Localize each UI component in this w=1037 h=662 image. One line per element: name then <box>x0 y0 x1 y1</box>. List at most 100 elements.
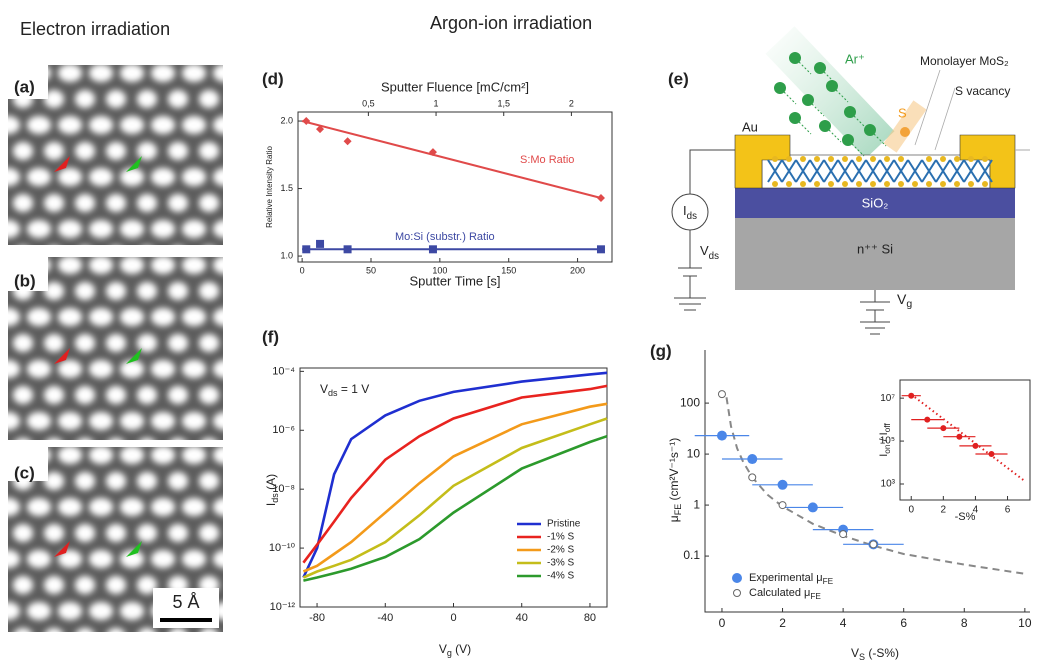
atom <box>8 550 20 568</box>
arrow <box>126 156 142 172</box>
ion-trail <box>828 129 842 143</box>
atom <box>213 550 223 568</box>
atom <box>120 257 144 274</box>
series-line <box>910 393 1025 481</box>
atom <box>75 90 95 108</box>
marker <box>316 239 325 248</box>
arrow <box>54 348 70 364</box>
text-part: I <box>878 454 890 457</box>
ion <box>802 94 814 106</box>
atom <box>44 142 64 160</box>
atom <box>120 447 144 464</box>
y-tick-label: 10⁻⁶ <box>272 424 295 436</box>
atom <box>44 386 64 404</box>
atom <box>8 116 20 134</box>
atom <box>8 308 20 326</box>
atom <box>16 438 30 440</box>
atom <box>202 438 216 440</box>
atom <box>138 628 156 632</box>
atom <box>168 90 188 108</box>
x-tick-label: 0 <box>300 265 305 275</box>
sputtered-atom <box>900 127 910 137</box>
panel-label: (g) <box>650 341 672 360</box>
atom <box>137 386 157 404</box>
atom <box>75 142 95 160</box>
marker <box>777 479 788 490</box>
legend-label: Pristine <box>547 519 581 530</box>
x-tick-label: 40 <box>516 612 528 624</box>
atom <box>58 65 82 82</box>
atom <box>168 386 188 404</box>
atom <box>75 472 95 490</box>
x-axis-label: -S% <box>955 511 976 523</box>
atom <box>106 334 126 352</box>
atom <box>856 181 862 187</box>
atom <box>120 360 144 378</box>
text-part: g <box>906 298 912 310</box>
atom <box>244 116 268 134</box>
atom <box>842 181 848 187</box>
ion-trail <box>783 91 797 105</box>
panel-label: (e) <box>668 69 689 88</box>
atom <box>27 550 51 568</box>
label: S <box>898 105 907 120</box>
atom <box>230 472 250 490</box>
inset-bg <box>900 380 1030 500</box>
text-part: (-S%) <box>865 646 899 660</box>
x2-tick-label: 2 <box>569 98 574 108</box>
atom <box>786 156 792 162</box>
atom <box>13 142 33 160</box>
atom <box>89 550 113 568</box>
atom <box>261 282 281 300</box>
atom <box>244 360 268 378</box>
text-part: V <box>897 291 907 307</box>
atom <box>58 550 82 568</box>
text-part: V <box>439 642 447 656</box>
text-part: / I <box>878 432 890 444</box>
y-tick-label: 1.0 <box>280 250 293 260</box>
atom <box>44 282 64 300</box>
atom <box>89 412 113 430</box>
atom <box>27 360 51 378</box>
atom <box>8 168 20 186</box>
x-tick-label: 4 <box>973 505 979 516</box>
text-part: ds <box>709 251 719 262</box>
ion-trail <box>835 89 849 103</box>
x-tick-label: 10 <box>1018 616 1032 630</box>
atom <box>8 498 20 516</box>
atom <box>89 65 113 82</box>
atom <box>230 334 250 352</box>
atom <box>244 446 268 464</box>
marker <box>924 416 931 423</box>
atom <box>137 194 157 212</box>
y-tick-label: 10³ <box>881 479 896 490</box>
x-tick-label: 0 <box>908 505 914 516</box>
atom <box>151 308 175 326</box>
text-part: ds <box>687 211 697 222</box>
text-part: ds <box>328 388 338 398</box>
atom <box>230 628 250 646</box>
atom <box>182 65 206 82</box>
atom <box>151 447 175 464</box>
atom <box>58 168 82 186</box>
atom <box>926 181 932 187</box>
atom <box>213 168 223 186</box>
atom <box>151 550 175 568</box>
ion-trail <box>853 115 867 129</box>
bond <box>781 159 797 183</box>
atom <box>75 386 95 404</box>
atom <box>58 602 82 620</box>
atom <box>182 447 206 464</box>
bond <box>921 159 937 183</box>
atom <box>261 576 281 594</box>
bond <box>837 159 853 183</box>
atom <box>151 116 175 134</box>
atom <box>120 412 144 430</box>
text-part: off <box>883 423 892 433</box>
atom <box>199 142 219 160</box>
legend-label: -2% S <box>547 545 575 556</box>
legend-label: -3% S <box>547 558 575 569</box>
atom <box>940 181 946 187</box>
atom <box>75 194 95 212</box>
x-tick-label: 200 <box>570 265 585 275</box>
